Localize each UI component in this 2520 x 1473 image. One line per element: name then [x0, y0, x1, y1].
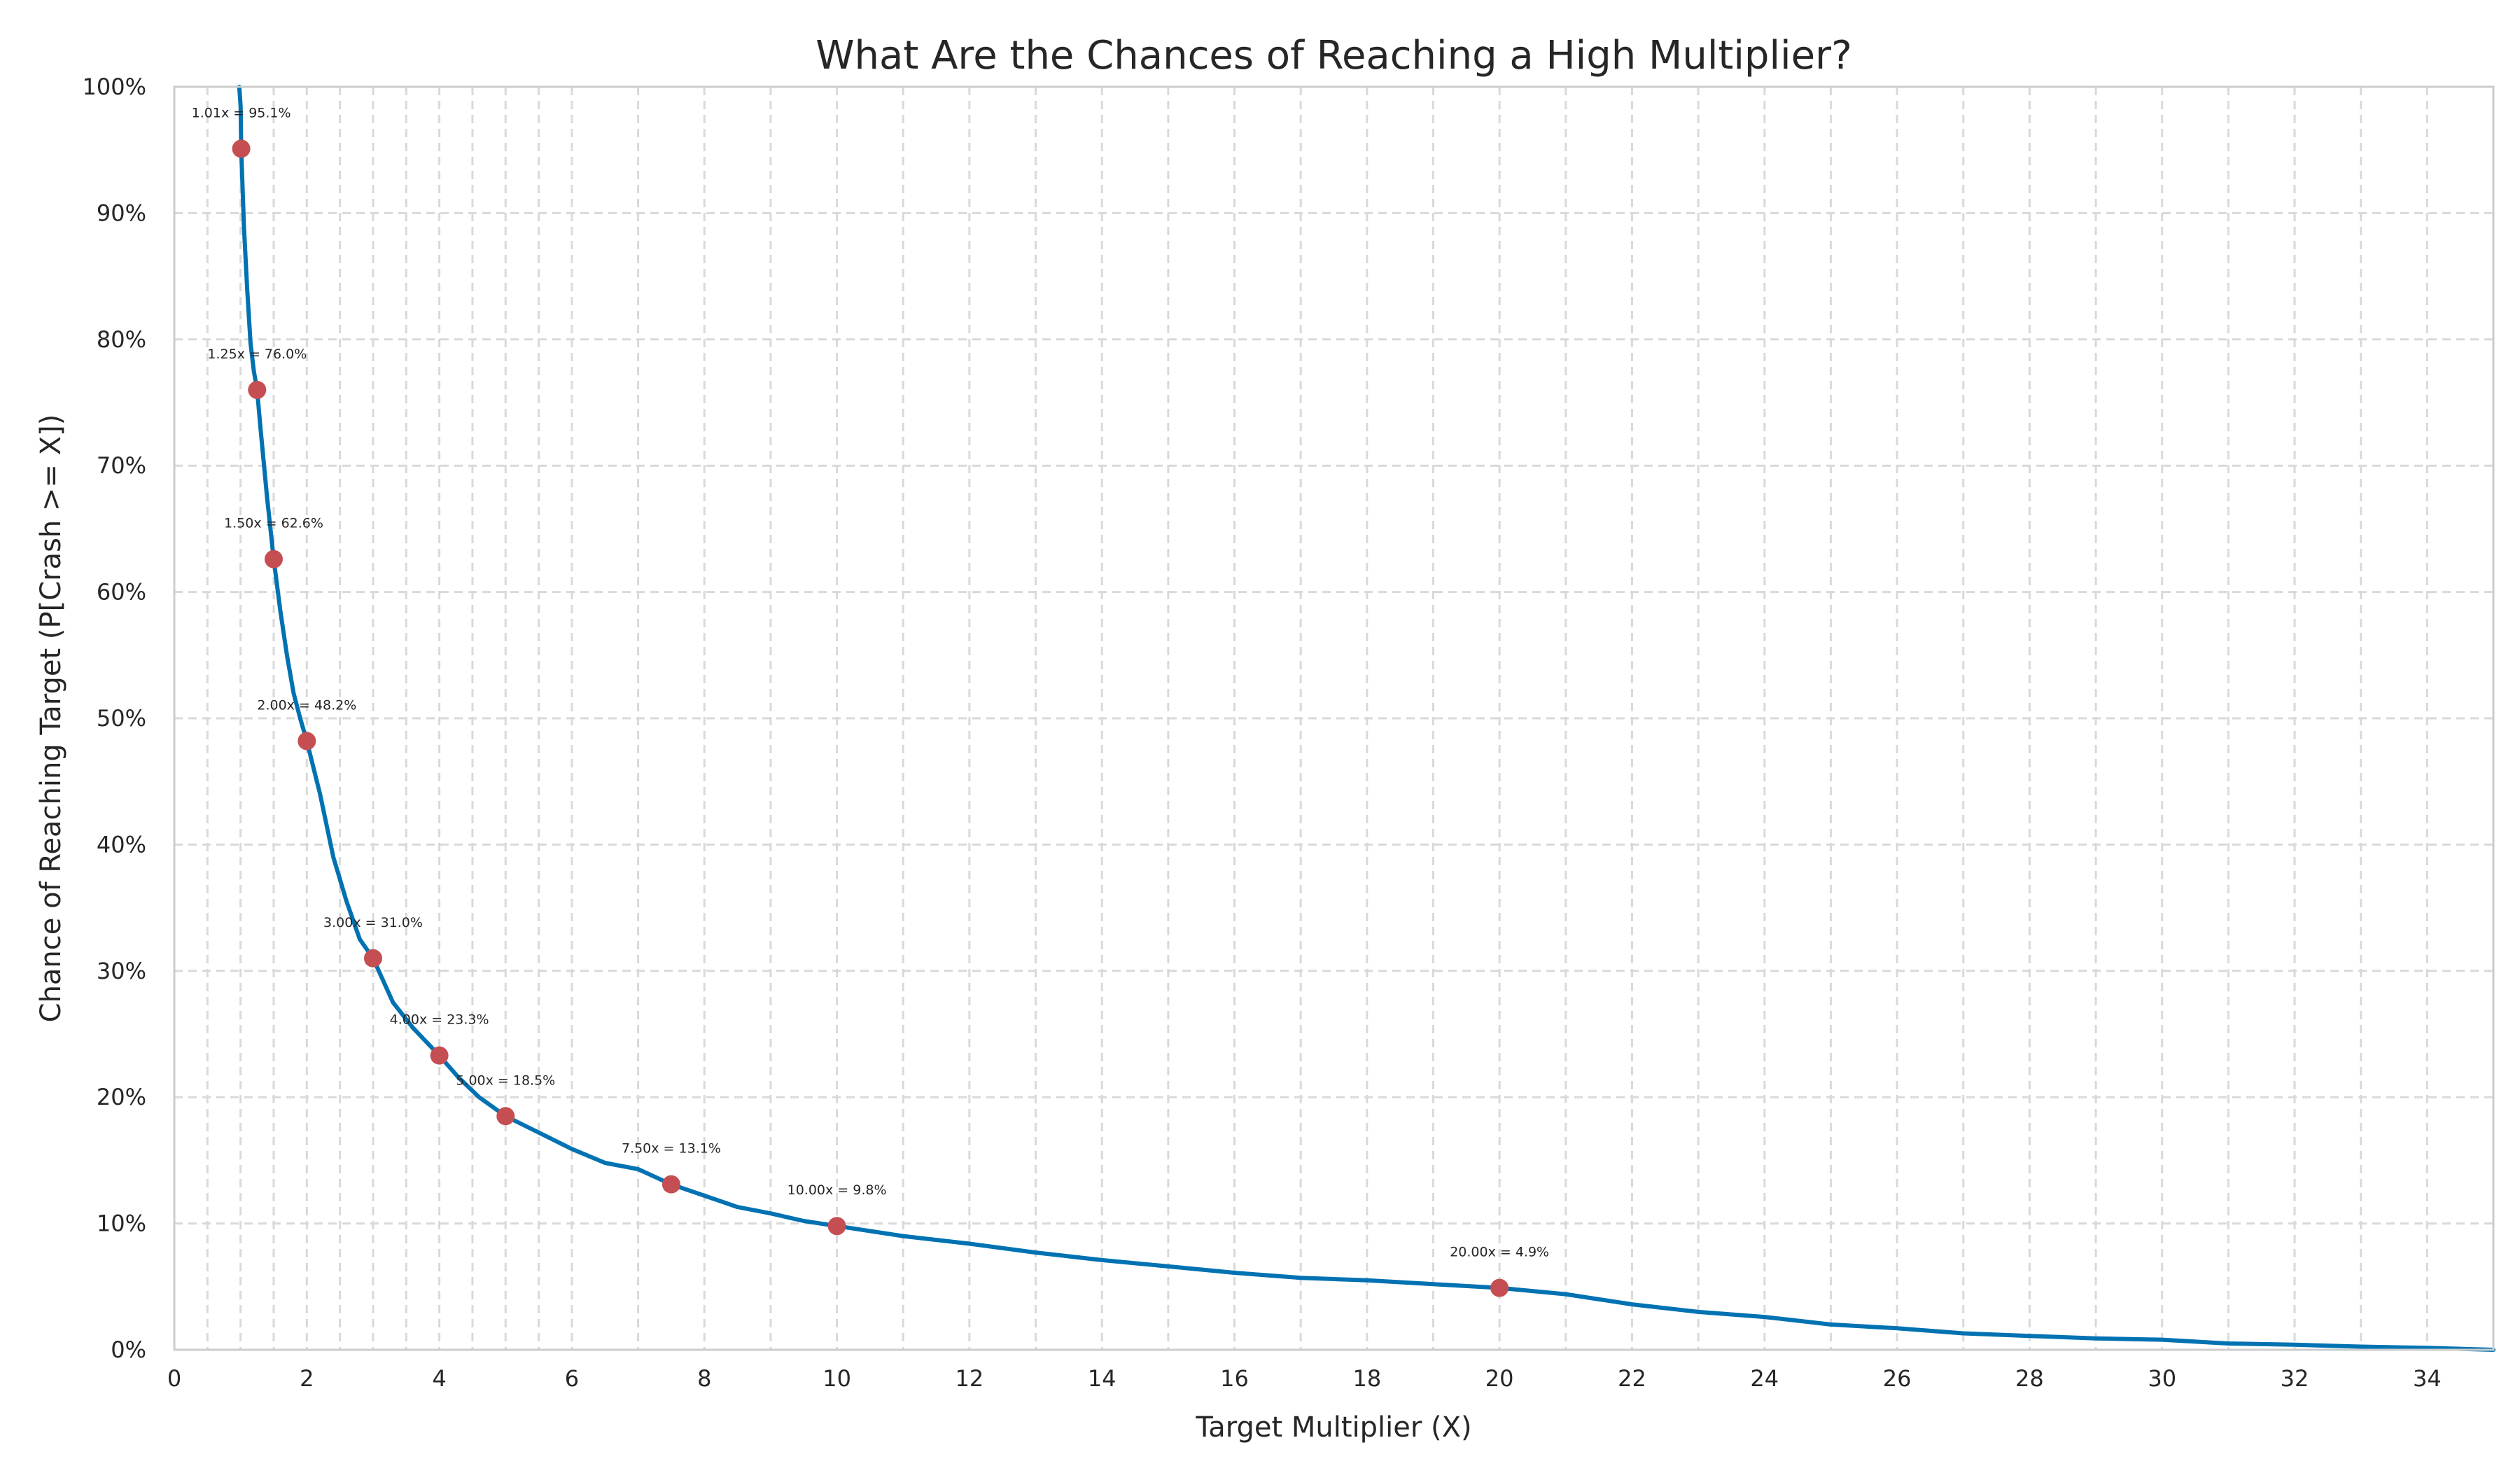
y-tick-label: 20%: [97, 1084, 146, 1110]
highlight-point: [496, 1107, 515, 1126]
x-tick-label: 20: [1485, 1365, 1514, 1392]
x-tick-label: 34: [2413, 1365, 2442, 1392]
highlight-point: [363, 949, 382, 968]
highlight-point-label: 1.50x = 62.6%: [224, 516, 323, 531]
highlight-point: [298, 732, 316, 751]
x-tick-label: 28: [2015, 1365, 2044, 1392]
highlight-points: [232, 139, 1509, 1297]
y-tick-label: 10%: [97, 1210, 146, 1237]
y-tick-label: 80%: [97, 326, 146, 353]
highlight-point-label: 7.50x = 13.1%: [622, 1141, 721, 1157]
y-tick-label: 90%: [97, 200, 146, 226]
x-tick-label: 4: [432, 1365, 446, 1392]
y-tick-label: 60%: [97, 579, 146, 606]
highlight-point-label: 1.01x = 95.1%: [192, 105, 291, 120]
y-tick-label: 50%: [97, 705, 146, 732]
highlight-point: [248, 380, 267, 399]
y-tick-label: 70%: [97, 452, 146, 479]
x-tick-label: 18: [1352, 1365, 1381, 1392]
x-axis-title: Target Multiplier (X): [1195, 1411, 1471, 1444]
highlight-labels: 1.01x = 95.1% 1.25x = 76.0% 1.50x = 62.6% 2…: [192, 105, 1549, 1259]
highlight-point-label: 1.25x = 76.0%: [207, 347, 307, 362]
x-tick-label: 0: [167, 1365, 181, 1392]
highlight-point: [232, 139, 251, 158]
x-tick-label: 30: [2148, 1365, 2176, 1392]
highlight-point-label: 5.00x = 18.5%: [456, 1073, 555, 1088]
highlight-point: [430, 1046, 449, 1065]
x-tick-label: 10: [822, 1365, 851, 1392]
x-tick-label: 8: [697, 1365, 711, 1392]
y-tick-label: 40%: [97, 831, 146, 858]
x-tick-label: 32: [2281, 1365, 2309, 1392]
x-tick-label: 12: [955, 1365, 984, 1392]
y-tick-label: 0%: [111, 1336, 146, 1363]
y-tick-label: 30%: [97, 958, 146, 984]
x-tick-label: 26: [1883, 1365, 1912, 1392]
x-tick-label: 22: [1618, 1365, 1646, 1392]
highlight-point-label: 4.00x = 23.3%: [390, 1012, 489, 1028]
x-tick-label: 14: [1088, 1365, 1116, 1392]
highlight-point-label: 10.00x = 9.8%: [788, 1182, 887, 1198]
plot-frame: [173, 85, 2495, 1351]
x-tick-label: 2: [300, 1365, 314, 1392]
x-tick-label: 24: [1750, 1365, 1779, 1392]
highlight-point-label: 20.00x = 4.9%: [1450, 1245, 1549, 1260]
highlight-point-label: 3.00x = 31.0%: [323, 915, 423, 930]
y-tick-label: 100%: [83, 74, 146, 100]
tick-labels: 0 2 4 6 8 10 12 14 16 18 20 22 24 26 28 30 32 340%10%20%3…: [83, 74, 2442, 1392]
x-tick-label: 16: [1220, 1365, 1249, 1392]
highlight-point-label: 2.00x = 48.2%: [257, 697, 356, 713]
highlight-point: [264, 550, 283, 568]
highlight-point: [1490, 1278, 1509, 1297]
highlight-point: [827, 1217, 846, 1236]
x-tick-label: 6: [565, 1365, 579, 1392]
y-axis-title: Chance of Reaching Target (P[Crash >= X]…: [35, 414, 67, 1023]
highlight-point: [662, 1175, 680, 1194]
chart-title: What Are the Chances of Reaching a High …: [816, 33, 1852, 78]
grid-lines: [174, 85, 2495, 1351]
